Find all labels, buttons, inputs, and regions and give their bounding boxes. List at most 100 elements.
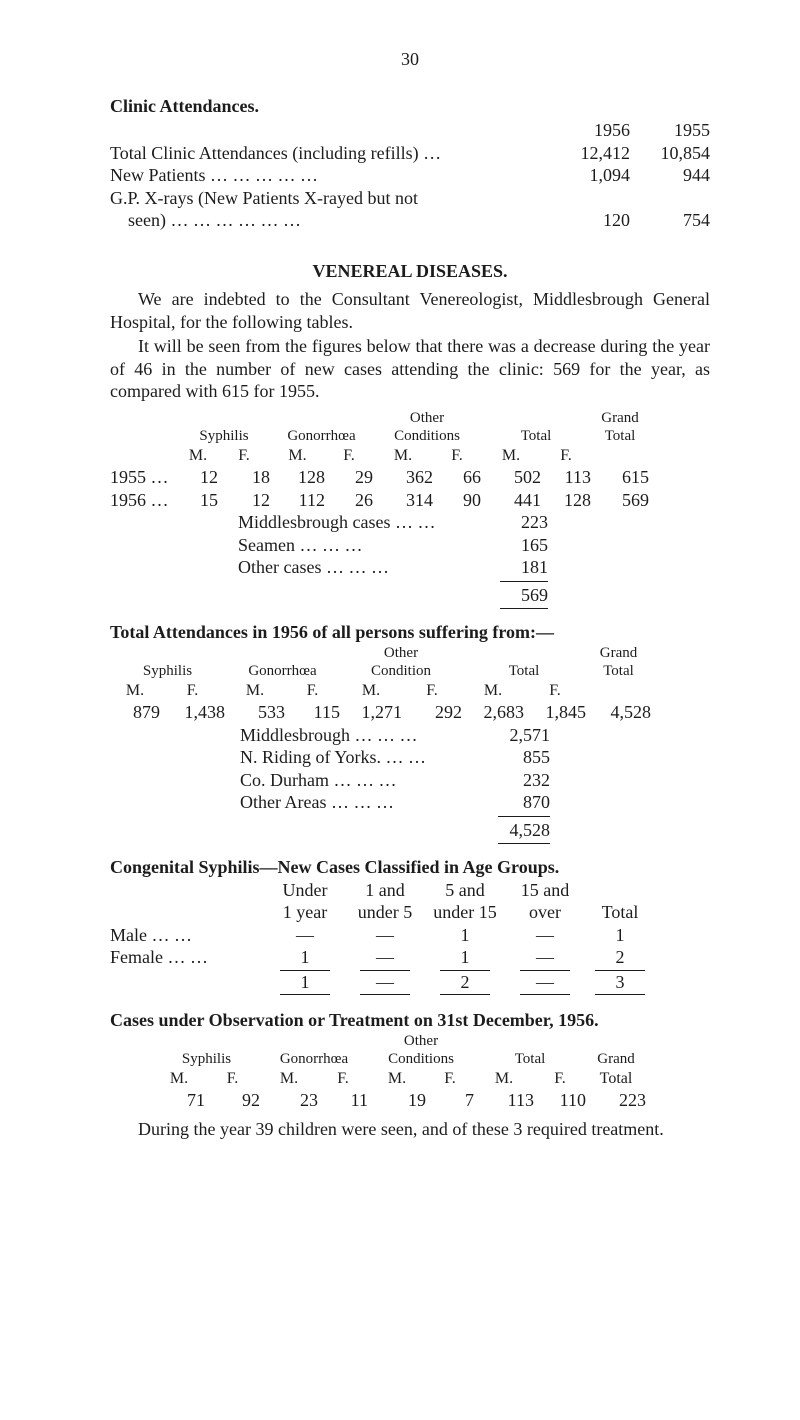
cell: — xyxy=(505,924,585,947)
cell: 7 xyxy=(426,1089,474,1112)
obs-row: 71 92 23 11 19 7 113 110 223 xyxy=(110,1089,710,1112)
cell: 128 xyxy=(541,489,591,512)
cell: 1 xyxy=(425,946,505,969)
cell: 615 xyxy=(591,466,649,489)
hdr-gonorrhoea: Gonorrhœa xyxy=(260,1050,368,1069)
vd-para-1: We are indebted to the Consultant Venere… xyxy=(110,288,710,333)
hdr: under 15 xyxy=(425,901,505,924)
cell: — xyxy=(505,971,585,994)
hdr-condition: Condition xyxy=(340,662,462,681)
rule-icon xyxy=(500,608,548,609)
cell: 3 xyxy=(585,971,655,994)
cell: 1,438 xyxy=(160,701,225,724)
obs-mf: M. F. M. F. M. F. M. F. Total xyxy=(110,1069,710,1089)
ta-breakdown-row: Other Areas … … … 870 xyxy=(110,791,710,814)
clinic-row: Total Clinic Attendances (including refi… xyxy=(110,142,710,165)
hdr-conditions: Conditions xyxy=(368,1050,474,1069)
hdr-f: F. xyxy=(541,446,591,466)
clinic-row: New Patients … … … … … 1,094 944 xyxy=(110,164,710,187)
breakdown-value: 855 xyxy=(490,746,550,769)
hdr: under 5 xyxy=(345,901,425,924)
page-number: 30 xyxy=(110,48,710,71)
cell: 1 xyxy=(265,971,345,994)
cong-header-1: Under 1 and 5 and 15 and xyxy=(110,879,710,902)
rule-icon xyxy=(360,994,410,995)
cell: 502 xyxy=(481,466,541,489)
hdr-m: M. xyxy=(462,681,524,701)
cell: 15 xyxy=(178,489,218,512)
vd-row-1955: 1955 … 12 18 128 29 362 66 502 113 615 xyxy=(110,466,710,489)
obs-header-2: Syphilis Gonorrhœa Conditions Total Gran… xyxy=(110,1050,710,1069)
cell: 441 xyxy=(481,489,541,512)
hdr-m: M. xyxy=(153,1069,205,1089)
observation-heading: Cases under Observation or Treatment on … xyxy=(110,1009,710,1032)
rule-icon xyxy=(595,994,645,995)
hdr-conditions: Conditions xyxy=(373,427,481,446)
vd-year: 1955 … xyxy=(110,466,178,489)
hdr-f: F. xyxy=(524,681,586,701)
hdr-other: Other xyxy=(368,1032,474,1051)
hdr-syphilis: Syphilis xyxy=(110,662,225,681)
cell: 112 xyxy=(270,489,325,512)
cell: — xyxy=(265,924,345,947)
cell: 26 xyxy=(325,489,373,512)
total-att-heading: Total Attendances in 1956 of all persons… xyxy=(110,621,710,644)
ta-header-2: Syphilis Gonorrhœa Condition Total Total xyxy=(110,662,710,681)
hdr-total: Total xyxy=(474,1050,586,1069)
hdr-gonorrhoea: Gonorrhœa xyxy=(270,427,373,446)
clinic-label: New Patients … … … … … xyxy=(110,164,550,187)
obs-header-1: Other xyxy=(110,1032,710,1051)
cell: — xyxy=(505,946,585,969)
breakdown-total-value: 4,528 xyxy=(490,819,550,842)
breakdown-label: Middlesbrough … … … xyxy=(240,724,490,747)
hdr: Under xyxy=(265,879,345,902)
hdr-m: M. xyxy=(178,446,218,466)
ta-mf: M. F. M. F. M. F. M. F. xyxy=(110,681,710,701)
cell: 2 xyxy=(425,971,505,994)
cell: 19 xyxy=(368,1089,426,1112)
hdr-f: F. xyxy=(402,681,462,701)
hdr: 15 and xyxy=(505,879,585,902)
clinic-value: 1,094 xyxy=(550,164,630,187)
cell: 569 xyxy=(591,489,649,512)
breakdown-value: 181 xyxy=(488,556,548,579)
hdr-f: F. xyxy=(325,446,373,466)
cell: 1,845 xyxy=(524,701,586,724)
vd-table-header-1: Other Grand xyxy=(110,409,710,428)
vd-para-2: It will be seen from the figures below t… xyxy=(110,335,710,403)
breakdown-label: Seamen … … … xyxy=(238,534,488,557)
cell: 71 xyxy=(153,1089,205,1112)
hdr: Total xyxy=(585,901,655,924)
breakdown-label: Middlesbrough cases … … xyxy=(238,511,488,534)
ta-breakdown-row: N. Riding of Yorks. … … 855 xyxy=(110,746,710,769)
breakdown-total-value: 569 xyxy=(488,584,548,607)
cong-totals: 1 — 2 — 3 xyxy=(110,971,710,994)
rule-icon xyxy=(520,994,570,995)
hdr-m: M. xyxy=(260,1069,318,1089)
hdr-f: F. xyxy=(205,1069,260,1089)
clinic-value: 754 xyxy=(630,209,710,232)
rule-set xyxy=(110,994,710,995)
cell: — xyxy=(345,924,425,947)
ta-row: 879 1,438 533 115 1,271 292 2,683 1,845 … xyxy=(110,701,710,724)
clinic-row: seen) … … … … … … 120 754 xyxy=(110,209,710,232)
cell: 1 xyxy=(585,924,655,947)
document-page: 30 Clinic Attendances. 1956 1955 Total C… xyxy=(0,0,800,1420)
ta-header-1: Other Grand xyxy=(110,644,710,663)
clinic-label: Total Clinic Attendances (including refi… xyxy=(110,142,550,165)
vd-breakdown-row: Middlesbrough cases … … 223 xyxy=(110,511,710,534)
cell: Female … … xyxy=(110,946,265,969)
cell: — xyxy=(345,971,425,994)
hdr-f: F. xyxy=(160,681,225,701)
hdr-m: M. xyxy=(270,446,325,466)
breakdown-value: 870 xyxy=(490,791,550,814)
hdr-other: Other xyxy=(340,644,462,663)
cell: 879 xyxy=(110,701,160,724)
hdr-total: Total xyxy=(462,662,586,681)
hdr-m: M. xyxy=(481,446,541,466)
cell: 292 xyxy=(402,701,462,724)
hdr-grand-total: Total xyxy=(586,662,651,681)
hdr-m: M. xyxy=(110,681,160,701)
rule-icon xyxy=(440,994,490,995)
hdr-gonorrhoea: Gonorrhœa xyxy=(225,662,340,681)
